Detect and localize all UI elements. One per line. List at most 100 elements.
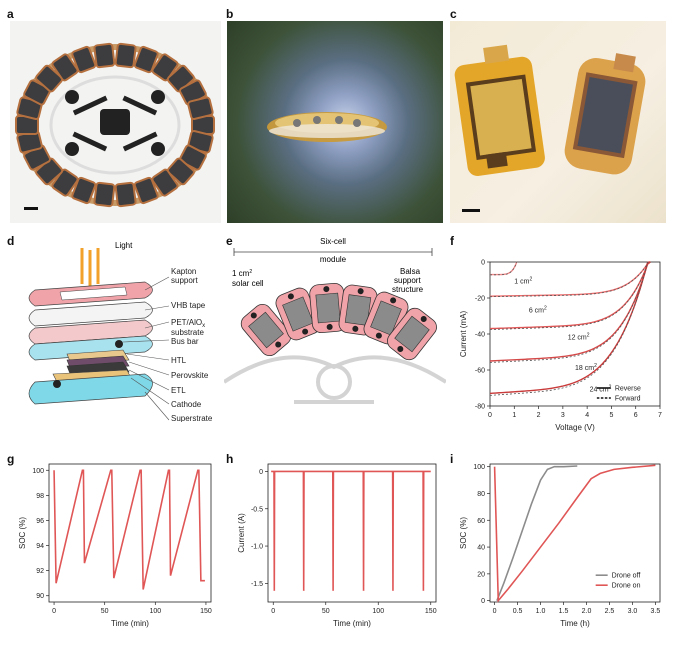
x-tick-label: 2.0	[582, 608, 592, 615]
kapton-label: Kapton	[171, 267, 196, 276]
y-tick-label: -1.0	[251, 544, 263, 551]
jv-forward-curve	[489, 261, 651, 396]
panel-f: f 0 1 2 3 4 5 6 7 0 -20 -40 -60 -80 Voltage (V) Curren…	[448, 232, 670, 432]
panel-label-c: c	[450, 7, 457, 21]
panel-g: g 0 50 100 150 90 92 94 96 98 100 Time (min) SOC (%…	[5, 450, 221, 642]
x-tick-label: 2.5	[605, 608, 615, 615]
jv-reverse-curve	[489, 261, 651, 362]
plot-frame	[267, 463, 437, 603]
y-tick-label: 0	[481, 260, 485, 267]
x-tick-label: 0.5	[513, 608, 523, 615]
jv-forward-curve	[489, 261, 651, 330]
ring-solar-cell	[93, 42, 116, 69]
y-tick-label: 94	[36, 543, 44, 550]
x-axis-label: Voltage (V)	[555, 423, 595, 432]
y-tick-label: 100	[473, 464, 485, 471]
panel-a: a	[5, 5, 221, 223]
module-solar-cell	[275, 287, 321, 341]
x-tick-label: 50	[322, 608, 330, 615]
jv-reverse-curve	[490, 261, 518, 276]
panel-label-i: i	[450, 452, 454, 466]
x-tick-label: 100	[372, 608, 384, 615]
y-axis-label: Current (A)	[237, 513, 246, 553]
x-tick-label: 4	[585, 412, 589, 419]
balsa-support-label: support	[394, 276, 421, 285]
y-tick-label: 0	[481, 598, 485, 605]
cell-size-label: 1 cm2	[232, 269, 252, 278]
ring-solar-cell	[114, 181, 137, 208]
panel-label-e: e	[226, 234, 233, 248]
y-tick-label: -0.5	[251, 506, 263, 513]
panel-label-a: a	[7, 7, 14, 21]
jv-chart: 0 1 2 3 4 5 6 7 0 -20 -40 -60 -80 Voltage (V) Current …	[459, 260, 662, 433]
jv-reverse-curve	[489, 261, 651, 297]
vhb-layer	[28, 301, 153, 327]
support-label: support	[171, 276, 198, 285]
y-tick-label: 0	[259, 469, 263, 476]
x-tick-label: 150	[425, 608, 437, 615]
x-tick-label: 0	[493, 608, 497, 615]
vhb-label: VHB tape	[171, 301, 206, 310]
x-tick-label: 7	[658, 412, 662, 419]
ring-solar-cell	[166, 157, 195, 186]
htl-label: HTL	[171, 356, 187, 365]
x-axis-label: Time (min)	[333, 619, 371, 628]
panel-label-h: h	[226, 452, 234, 466]
y-tick-label: 98	[36, 493, 44, 500]
jv-reverse-curve	[489, 261, 651, 395]
y-tick-label: -80	[475, 404, 485, 411]
y-axis-label: SOC (%)	[18, 517, 27, 549]
substrate-label: substrate	[171, 328, 204, 337]
x-tick-label: 50	[101, 608, 109, 615]
panel-d: d Light Kapton s	[5, 232, 221, 422]
module-solar-cell	[387, 307, 437, 361]
x-tick-label: 1.0	[536, 608, 546, 615]
module-solar-cell	[240, 303, 292, 357]
curve-area-label: 24 cm2	[590, 385, 612, 394]
x-tick-label: 150	[200, 608, 212, 615]
panel-e: e Six-cell module 1 cm2 solar cell Balsa…	[224, 232, 446, 422]
panel-b: b	[224, 5, 446, 223]
y-tick-label: 90	[36, 593, 44, 600]
x-axis-label: Time (h)	[560, 619, 590, 628]
curve-area-label: 6 cm2	[529, 305, 547, 314]
x-tick-label: 1.5	[559, 608, 569, 615]
ring-solar-cell	[114, 42, 137, 69]
panel-label-g: g	[7, 452, 15, 466]
busbar-label: Bus bar	[171, 337, 199, 346]
soc-series-drone-on	[493, 464, 656, 603]
y-tick-label: 40	[477, 545, 485, 552]
balsa-structure-label: structure	[392, 285, 424, 294]
six-cell-module-diagram: Six-cell module 1 cm2 solar cell Balsa s…	[224, 237, 446, 404]
solar-cell-label: solar cell	[232, 279, 264, 288]
cathode-label: Cathode	[171, 400, 202, 409]
soc-series-drone-off	[496, 465, 578, 601]
ring-solar-cell	[71, 45, 97, 74]
x-tick-label: 100	[149, 608, 161, 615]
panel-label-f: f	[450, 234, 454, 248]
y-axis-label: Current (mA)	[459, 311, 468, 358]
soc-hours-chart: 0 0.5 1.0 1.5 2.0 2.5 3.0 3.5 0 20 40 60 80 100 Time (…	[459, 463, 661, 628]
ring-solar-cell	[35, 64, 64, 93]
panel-label-b: b	[226, 7, 234, 21]
module-solar-cell	[338, 284, 378, 336]
x-tick-label: 0	[488, 412, 492, 419]
device-stack-diagram: Light Kapton support VHB tape	[28, 241, 213, 422]
legend-label: Drone off	[612, 573, 641, 580]
light-rays	[80, 248, 100, 286]
y-tick-label: -60	[475, 368, 485, 375]
x-tick-label: 0	[271, 608, 275, 615]
y-axis-label: SOC (%)	[459, 517, 468, 549]
x-tick-label: 0	[52, 608, 56, 615]
plot-frame	[489, 463, 661, 603]
jv-forward-curve	[489, 261, 651, 298]
ring-solar-cell	[71, 176, 97, 205]
x-tick-label: 3	[561, 412, 565, 419]
ring-solar-cell	[151, 168, 179, 197]
plot-frame	[48, 463, 212, 603]
module-label: module	[320, 255, 347, 264]
bus-bar-dot	[115, 340, 123, 348]
jv-forward-curve	[489, 261, 651, 363]
y-tick-label: -20	[475, 296, 485, 303]
y-tick-label: -40	[475, 332, 485, 339]
